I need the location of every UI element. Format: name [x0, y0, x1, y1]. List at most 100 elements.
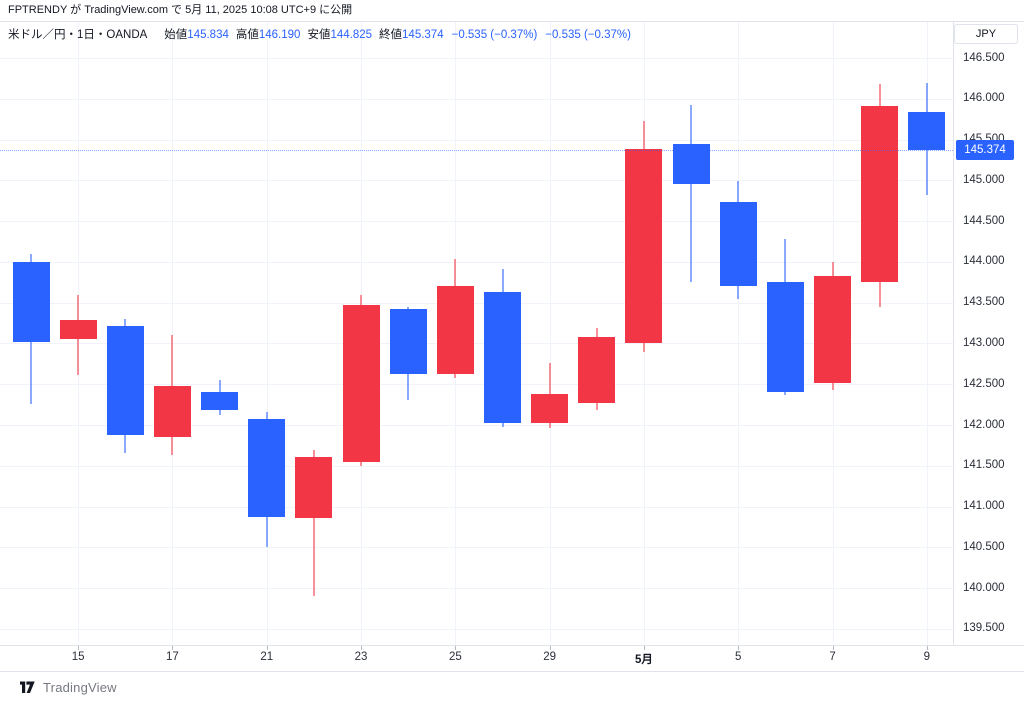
candle-wick — [690, 105, 693, 283]
symbol-legend[interactable]: 米ドル／円・1日・OANDA 始値145.834 高値146.190 安値144.82… — [8, 27, 631, 43]
price-axis-label: 142.000 — [963, 418, 1005, 431]
time-axis-label: 5月 — [634, 654, 653, 666]
price-axis-label: 140.500 — [963, 540, 1005, 553]
price-axis-label: 141.500 — [963, 459, 1005, 472]
gridline-horizontal — [0, 180, 953, 182]
gridline-vertical — [926, 22, 928, 645]
open-label: 始値 — [164, 29, 188, 41]
gridline-horizontal — [0, 465, 953, 467]
time-axis-label: 7 — [829, 651, 836, 663]
gridline-horizontal — [0, 343, 953, 345]
close-label: 終値 — [379, 29, 403, 41]
currency-button[interactable]: JPY — [954, 24, 1018, 44]
price-axis-label: 143.500 — [963, 296, 1005, 309]
candle[interactable] — [248, 419, 286, 518]
time-axis-tick — [455, 646, 457, 650]
low-value: 144.825 — [330, 29, 373, 41]
candle-wick — [312, 450, 315, 597]
candle[interactable] — [766, 281, 804, 393]
time-axis-tick — [643, 646, 645, 650]
candle[interactable] — [389, 309, 427, 374]
time-axis-label: 9 — [923, 651, 931, 663]
candle[interactable] — [531, 394, 569, 423]
gridline-horizontal — [0, 261, 953, 263]
gridline-horizontal — [0, 221, 953, 223]
current-price-line — [0, 149, 953, 151]
gridline-horizontal — [0, 547, 953, 549]
attribution-bar: FPTRENDY が TradingView.com で 5月 11, 2025… — [0, 0, 1024, 22]
attribution-date-text: で 5月 11, 2025 10:08 UTC+9 に公開 — [167, 4, 353, 16]
change-value: −0.535 (−0.37%) — [451, 29, 538, 41]
gridline-vertical — [738, 22, 740, 645]
price-axis-label: 145.000 — [963, 173, 1005, 186]
gridline-horizontal — [0, 384, 953, 386]
time-axis-label: 15 — [71, 651, 85, 663]
price-axis-label: 139.500 — [963, 622, 1005, 635]
price-axis[interactable] — [953, 22, 1024, 645]
price-axis-label: 143.000 — [963, 336, 1005, 349]
gridline-horizontal — [0, 506, 953, 508]
candle[interactable] — [908, 112, 946, 150]
price-axis-label: 144.000 — [963, 255, 1005, 268]
current-price-badge: 145.374 — [956, 139, 1014, 160]
candle[interactable] — [578, 336, 616, 404]
open-value: 145.834 — [187, 29, 229, 41]
time-axis-label: 23 — [354, 651, 368, 663]
candle[interactable] — [59, 319, 97, 340]
gridline-horizontal — [0, 302, 953, 304]
candle[interactable] — [153, 385, 191, 438]
candle[interactable] — [814, 275, 852, 384]
candle[interactable] — [436, 286, 474, 374]
gridline-vertical — [266, 22, 268, 645]
price-axis-label: 141.000 — [963, 500, 1005, 513]
candle[interactable] — [625, 148, 663, 344]
time-axis-tick — [738, 646, 740, 650]
time-axis[interactable] — [0, 645, 1024, 672]
candle[interactable] — [484, 292, 521, 424]
time-axis-tick — [361, 646, 363, 650]
candle[interactable] — [342, 305, 380, 462]
change-percent-value: −0.535 (−0.37%) — [545, 29, 631, 41]
low-label: 安値 — [307, 29, 331, 41]
gridline-vertical — [172, 22, 174, 645]
price-axis-label: 144.500 — [963, 214, 1005, 227]
price-axis-label: 146.500 — [963, 51, 1005, 64]
price-axis-label: 140.000 — [963, 581, 1005, 594]
high-value: 146.190 — [258, 29, 301, 41]
tradingview-watermark-link[interactable]: TradingView — [20, 680, 117, 695]
candle[interactable] — [719, 201, 757, 286]
price-axis-label: 142.500 — [963, 377, 1005, 390]
time-axis-tick — [266, 646, 268, 650]
close-value: 145.374 — [402, 29, 444, 41]
candle[interactable] — [295, 456, 333, 519]
time-axis-label: 17 — [166, 651, 179, 663]
candle[interactable] — [672, 144, 710, 185]
symbol-title[interactable]: 米ドル／円・1日・OANDA — [8, 29, 148, 41]
time-axis-label: 29 — [543, 651, 557, 663]
attribution-user-link[interactable]: FPTRENDY — [8, 4, 68, 16]
gridline-horizontal — [0, 425, 953, 427]
time-axis-label: 5 — [735, 651, 742, 663]
gridline-horizontal — [0, 139, 953, 141]
gridline-vertical — [549, 22, 551, 645]
candle[interactable] — [106, 326, 144, 435]
time-axis-tick — [832, 646, 834, 650]
high-label: 高値 — [235, 29, 259, 41]
price-axis-label: 146.000 — [963, 92, 1005, 105]
attribution-text: が — [67, 4, 85, 16]
candle[interactable] — [12, 261, 50, 342]
candle[interactable] — [201, 391, 239, 410]
time-axis-tick — [78, 646, 80, 650]
gridline-horizontal — [0, 588, 953, 590]
tradingview-watermark-label: TradingView — [43, 680, 117, 695]
candle[interactable] — [861, 106, 899, 282]
gridline-horizontal — [0, 98, 953, 100]
attribution-site-link[interactable]: TradingView.com — [84, 4, 168, 16]
time-axis-tick — [549, 646, 551, 650]
time-axis-label: 21 — [260, 651, 274, 663]
time-axis-tick — [926, 646, 928, 650]
gridline-horizontal — [0, 628, 953, 630]
tradingview-logo-icon — [20, 681, 37, 694]
